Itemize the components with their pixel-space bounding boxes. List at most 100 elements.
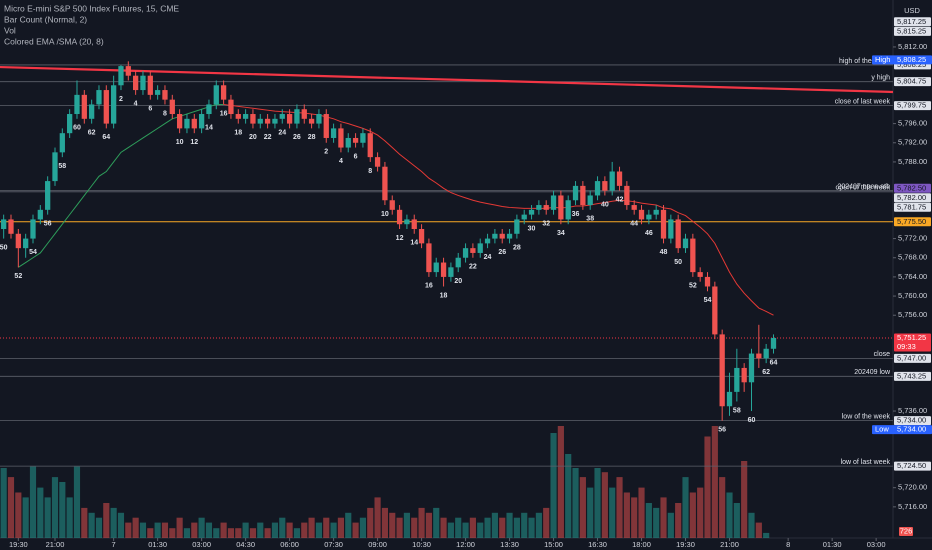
y-tick-label: 5,812.00 <box>898 42 927 51</box>
price-box-label: 5,743.25 <box>897 371 926 380</box>
bar-count: 46 <box>645 230 653 237</box>
candle-body <box>411 219 417 229</box>
candle-body <box>330 128 337 138</box>
candle-body <box>726 391 733 407</box>
volume-bar <box>616 477 623 538</box>
volume-bar <box>227 528 235 538</box>
low-tag: Low <box>875 425 889 434</box>
bar-count: 60 <box>73 125 81 132</box>
x-tick-label: 16:30 <box>588 540 607 549</box>
bar-count: 38 <box>586 216 594 223</box>
volume-bar <box>667 512 674 538</box>
volume-bar <box>755 522 762 538</box>
volume-bar <box>279 517 286 538</box>
candle-body <box>712 286 718 335</box>
candle-body <box>279 114 285 119</box>
candle-body <box>220 85 227 100</box>
x-tick-label: 7 <box>112 540 116 549</box>
bar-count: 14 <box>410 240 418 247</box>
bar-count: 16 <box>220 110 228 117</box>
bar-count: 2 <box>324 149 328 156</box>
candle-body <box>198 114 205 129</box>
volume-layer <box>0 426 770 538</box>
volume-bar <box>22 497 29 538</box>
volume-bar <box>433 507 440 538</box>
candle-body <box>455 257 461 268</box>
volume-bar <box>521 512 528 538</box>
candle-body <box>462 248 469 258</box>
candle-body <box>1 219 7 229</box>
volume-bar <box>286 522 293 538</box>
bar-count: 4 <box>339 158 343 165</box>
candle-body <box>763 348 769 359</box>
volume-bar <box>447 522 454 538</box>
candle-body <box>528 209 535 215</box>
volume-bar <box>748 512 755 538</box>
candle-body <box>59 133 65 153</box>
candle-body <box>213 85 219 105</box>
candle-body <box>433 262 439 273</box>
bar-count: 18 <box>234 129 242 136</box>
candle-body <box>565 200 571 220</box>
volume-bar <box>660 497 667 538</box>
bar-count: 20 <box>249 134 257 141</box>
candle-body <box>74 94 80 115</box>
bar-count: 52 <box>689 283 697 290</box>
x-tick-label: 04:30 <box>236 540 255 549</box>
x-tick-label: 06:00 <box>280 540 299 549</box>
y-tick-label: 5,736.00 <box>898 406 927 415</box>
price-box <box>894 371 931 381</box>
x-tick-label: 8 <box>786 540 790 549</box>
volume-bar <box>484 517 491 538</box>
candle-body <box>257 118 263 124</box>
volume-bar <box>81 507 88 538</box>
y-tick-label: 5,764.00 <box>898 272 927 281</box>
volume-bar <box>623 492 630 538</box>
candle-body <box>697 272 703 277</box>
bar-count: 2 <box>119 96 123 103</box>
candle-body <box>162 90 168 100</box>
candle-body <box>140 75 146 91</box>
y-tick-label: 5,796.00 <box>898 119 927 128</box>
price-box <box>894 183 931 193</box>
x-tick-label: 09:00 <box>368 540 387 549</box>
ema-line <box>223 103 774 316</box>
candle-body <box>572 185 579 201</box>
y-tick-label: 5,756.00 <box>898 310 927 319</box>
bar-count: 58 <box>58 163 66 170</box>
low-tag-box <box>872 425 932 435</box>
price-box-label: 5,782.00 <box>897 193 926 202</box>
chart-title: Micro E-mini S&P 500 Index Futures, 15, … <box>4 3 179 13</box>
volume-bar <box>491 512 498 538</box>
high-tag: High <box>875 55 890 64</box>
volume-bar <box>741 461 748 538</box>
volume-bar <box>587 487 594 538</box>
candle-body <box>118 66 124 86</box>
volume-bar <box>66 497 73 538</box>
candle-body <box>389 200 395 210</box>
volume-bar <box>323 517 330 538</box>
volume-bar <box>396 517 403 538</box>
x-tick-label: 01:30 <box>148 540 167 549</box>
candle-body <box>272 118 278 124</box>
candle-body <box>374 157 381 167</box>
volume-bar <box>103 503 110 538</box>
candle-body <box>169 99 175 115</box>
x-tick-label: 07:30 <box>324 540 343 549</box>
bar-count: 42 <box>616 197 624 204</box>
price-box-label: 5,781.75 <box>897 202 926 211</box>
candle-body <box>367 133 373 158</box>
volume-bar <box>345 512 352 538</box>
candle-body <box>558 195 564 220</box>
candle-body <box>132 75 139 91</box>
volume-bar <box>301 522 308 538</box>
bar-count: 22 <box>469 264 477 271</box>
candle-body <box>45 181 51 210</box>
volume-bar <box>381 507 388 538</box>
price-box <box>894 202 931 212</box>
candle-body <box>184 118 190 129</box>
candle-body <box>580 185 586 206</box>
volume-bar <box>418 507 425 538</box>
volume-bar <box>169 528 176 538</box>
bar-count: 64 <box>770 359 778 366</box>
